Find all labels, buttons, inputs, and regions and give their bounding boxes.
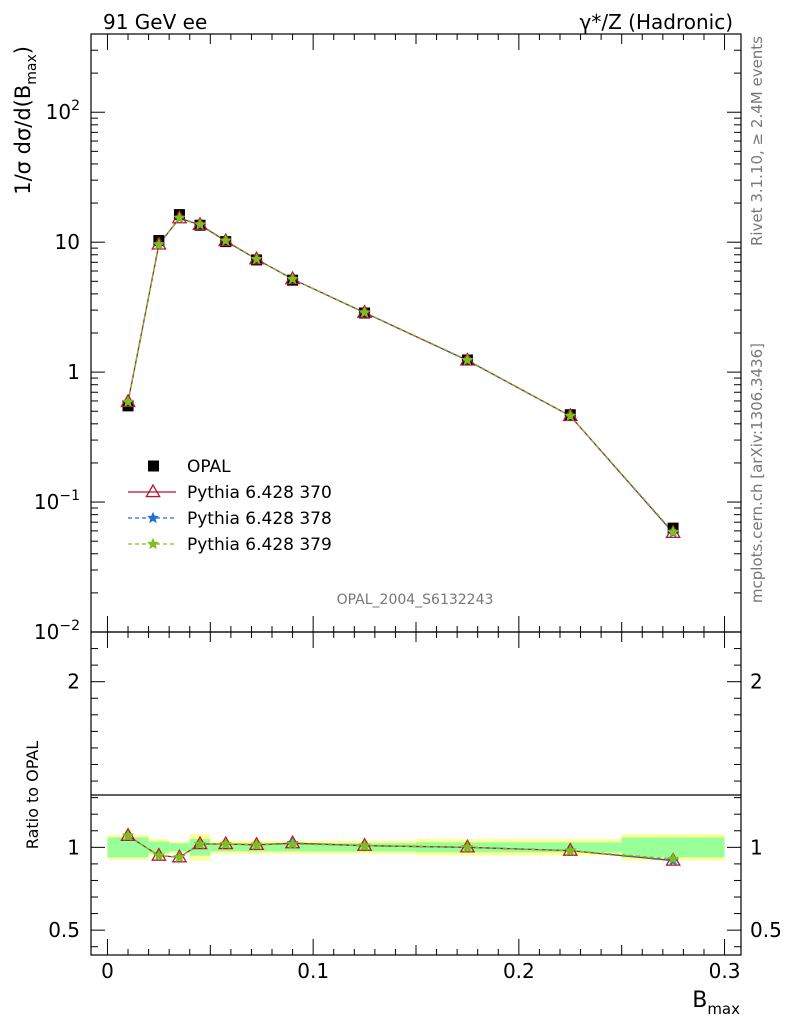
x-tick-label: 0.2 xyxy=(503,959,535,983)
legend-marker-p379 xyxy=(147,537,159,550)
ratio-point-p379 xyxy=(667,852,680,865)
watermark: OPAL_2004_S6132243 xyxy=(337,592,494,608)
legend-label: Pythia 6.428 378 xyxy=(187,509,332,529)
tick-base: 10 xyxy=(34,490,59,514)
point-p379 xyxy=(667,525,680,537)
point-p379 xyxy=(461,353,474,366)
main-y-tick-label: 10 xyxy=(55,230,80,254)
ratio-band-stat xyxy=(621,837,725,858)
point-p379 xyxy=(564,409,577,422)
ratio-band-stat xyxy=(210,843,242,852)
ratio-point-p379 xyxy=(358,839,371,851)
point-p379 xyxy=(194,218,206,230)
ratio-point-p379 xyxy=(173,850,186,863)
legend: OPAL Pythia 6.428 370 Pythia 6.428 378 Pyth… xyxy=(128,457,332,555)
legend-label: Pythia 6.428 379 xyxy=(187,535,332,555)
main-axis-ticks xyxy=(91,33,741,633)
tick-exponent: −1 xyxy=(59,488,80,504)
legend-label: Pythia 6.428 370 xyxy=(187,483,332,503)
ratio-point-p379 xyxy=(564,844,577,856)
ratio-point-p379 xyxy=(286,837,299,850)
ratio-y-tick-label-right: 0.5 xyxy=(750,918,782,942)
ratio-panel: 0.5 0.5 1 1 2 2 0 0.1 0.2 0.3 Ratio to OPAL Bmax xyxy=(23,631,782,1018)
main-y-axis-label: 1/σ dσ/d(Bmax) xyxy=(11,46,40,195)
ratio-point-p379 xyxy=(122,829,135,841)
ratio-y-tick-label-right: 1 xyxy=(750,835,763,859)
ratio-y-tick-labels: 0.5 0.5 1 1 2 2 xyxy=(48,670,782,942)
x-tick-label: 0.3 xyxy=(709,959,741,983)
point-p379 xyxy=(219,234,232,246)
ratio-point-p379 xyxy=(194,837,206,850)
x-label-sub: max xyxy=(707,1000,740,1018)
main-y-label-close: ) xyxy=(11,46,35,54)
header-left-title: 91 GeV ee xyxy=(103,10,207,34)
legend-marker-p378 xyxy=(147,511,159,524)
ratio-point-p379 xyxy=(219,837,232,850)
point-p379 xyxy=(286,272,299,285)
main-y-tick-label: 10−1 xyxy=(34,488,80,514)
point-p379 xyxy=(122,395,135,407)
ratio-band-stat xyxy=(169,843,190,852)
legend-marker-p370 xyxy=(145,483,161,498)
ratio-y-tick-label: 2 xyxy=(67,670,80,694)
main-y-label-base: 1/σ dσ/d(B xyxy=(11,85,35,195)
ratio-y-tick-label-right: 2 xyxy=(750,670,763,694)
main-series-layer xyxy=(120,209,681,538)
ratio-frame xyxy=(90,631,742,956)
main-y-tick-label: 102 xyxy=(46,98,80,124)
x-tick-label: 0.1 xyxy=(297,959,329,983)
ratio-y-tick-label: 1 xyxy=(67,835,80,859)
tick-base: 10 xyxy=(46,100,71,124)
x-tick-label: 0 xyxy=(101,959,114,983)
ratio-axis-ticks xyxy=(91,632,741,955)
ratio-point-p379 xyxy=(152,849,165,861)
ratio-band-stat xyxy=(189,839,211,856)
ratio-point-p379 xyxy=(461,841,474,853)
x-label-base: B xyxy=(692,988,707,1013)
point-p379 xyxy=(358,306,371,318)
legend-label: OPAL xyxy=(187,457,231,477)
ratio-y-tick-label: 0.5 xyxy=(48,918,80,942)
ratio-line-p379 xyxy=(127,835,674,860)
tick-base: 10 xyxy=(55,230,80,254)
tick-base: 1 xyxy=(67,360,80,384)
ratio-x-tick-labels: 0 0.1 0.2 0.3 xyxy=(101,959,740,983)
rivet-label: Rivet 3.1.10, ≥ 2.4M events xyxy=(748,36,766,246)
tick-exponent: −2 xyxy=(59,618,80,634)
main-y-tick-label: 1 xyxy=(67,360,80,384)
point-p379 xyxy=(250,252,263,265)
ratio-y-axis-label: Ratio to OPAL xyxy=(23,741,42,849)
ratio-series-layer xyxy=(120,827,681,866)
legend-swatch-opal xyxy=(148,460,159,472)
point-p379 xyxy=(173,211,186,223)
header-right-title: γ*/Z (Hadronic) xyxy=(580,10,733,34)
tick-base: 10 xyxy=(34,620,59,644)
point-p379 xyxy=(152,238,165,250)
ratio-point-p379 xyxy=(250,838,263,850)
tick-exponent: 2 xyxy=(71,98,80,114)
main-y-tick-label: 10−2 xyxy=(34,618,80,644)
x-axis-label: Bmax xyxy=(692,988,740,1018)
main-y-label-sub: max xyxy=(24,54,40,85)
mcplots-label: mcplots.cern.ch [arXiv:1306.3436] xyxy=(748,343,766,603)
